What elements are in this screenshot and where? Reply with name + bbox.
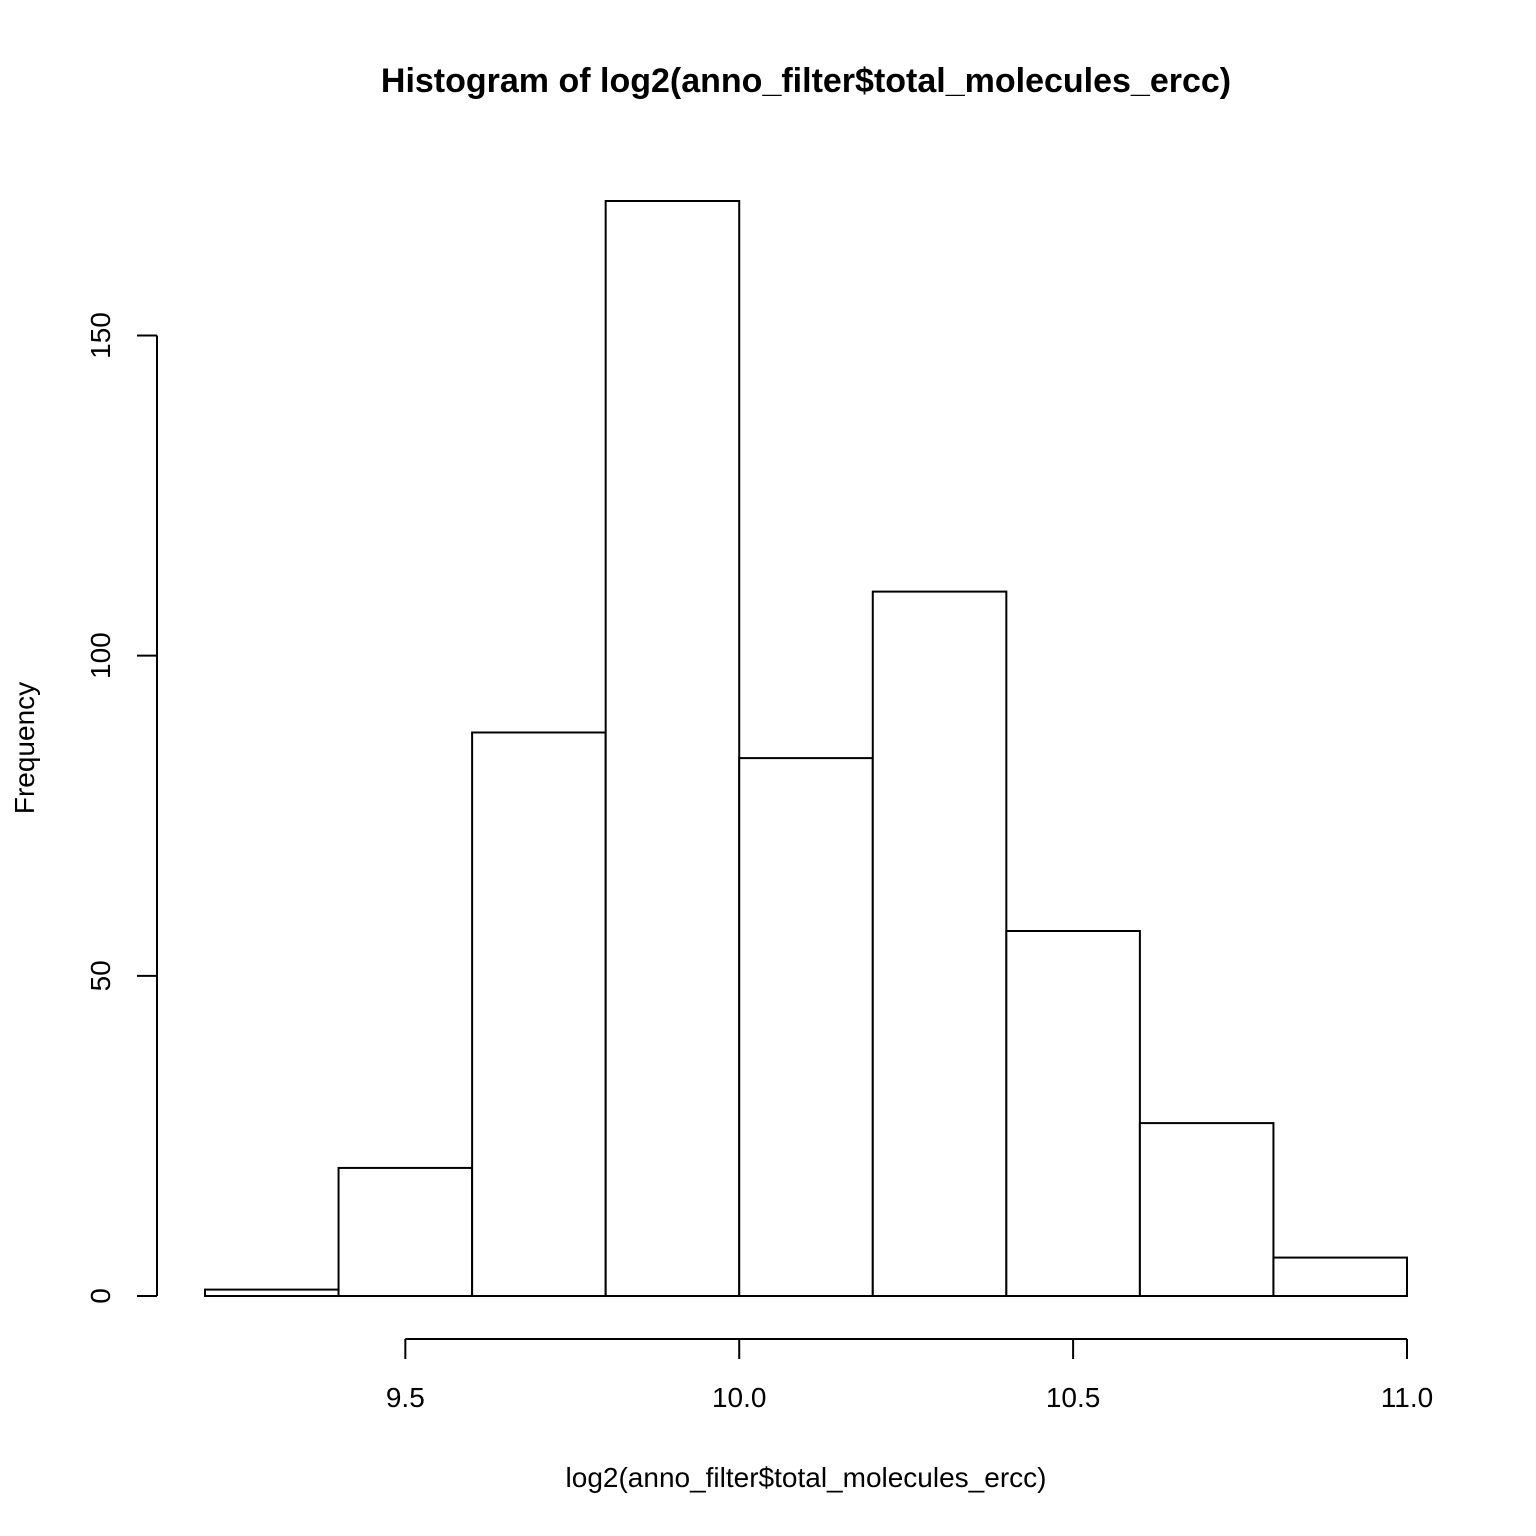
histogram-bar-0 [204, 1288, 340, 1297]
x-tick-label-1: 10.0 [712, 1382, 767, 1413]
x-tick-label-0: 9.5 [386, 1382, 425, 1413]
x-tick-label-2: 10.5 [1046, 1382, 1101, 1413]
histogram-bar-3 [604, 200, 741, 1297]
histogram-bar-2 [471, 731, 607, 1297]
x-axis-label: log2(anno_filter$total_molecules_ercc) [566, 1462, 1047, 1493]
y-axis-label: Frequency [9, 682, 40, 814]
y-tick-label-0: 0 [85, 1288, 116, 1304]
y-tick-label-1: 50 [85, 960, 116, 991]
histogram-bar-4 [738, 757, 874, 1297]
histogram-bar-5 [871, 590, 1008, 1297]
chart-title: Histogram of log2(anno_filter$total_mole… [381, 62, 1231, 100]
histogram-bar-8 [1272, 1256, 1409, 1298]
x-tick-label-3: 11.0 [1381, 1382, 1433, 1413]
bars-group [204, 200, 1409, 1298]
histogram-bar-7 [1138, 1122, 1275, 1297]
y-tick-label-2: 100 [85, 632, 116, 679]
y-tick-label-3: 150 [85, 312, 116, 359]
histogram-bar-1 [337, 1166, 474, 1297]
x-axis-ticks: 9.5 10.0 10.5 11.0 [386, 1339, 1433, 1413]
y-axis-ticks: 0 50 100 150 [85, 312, 157, 1304]
histogram-bar-6 [1005, 930, 1141, 1297]
